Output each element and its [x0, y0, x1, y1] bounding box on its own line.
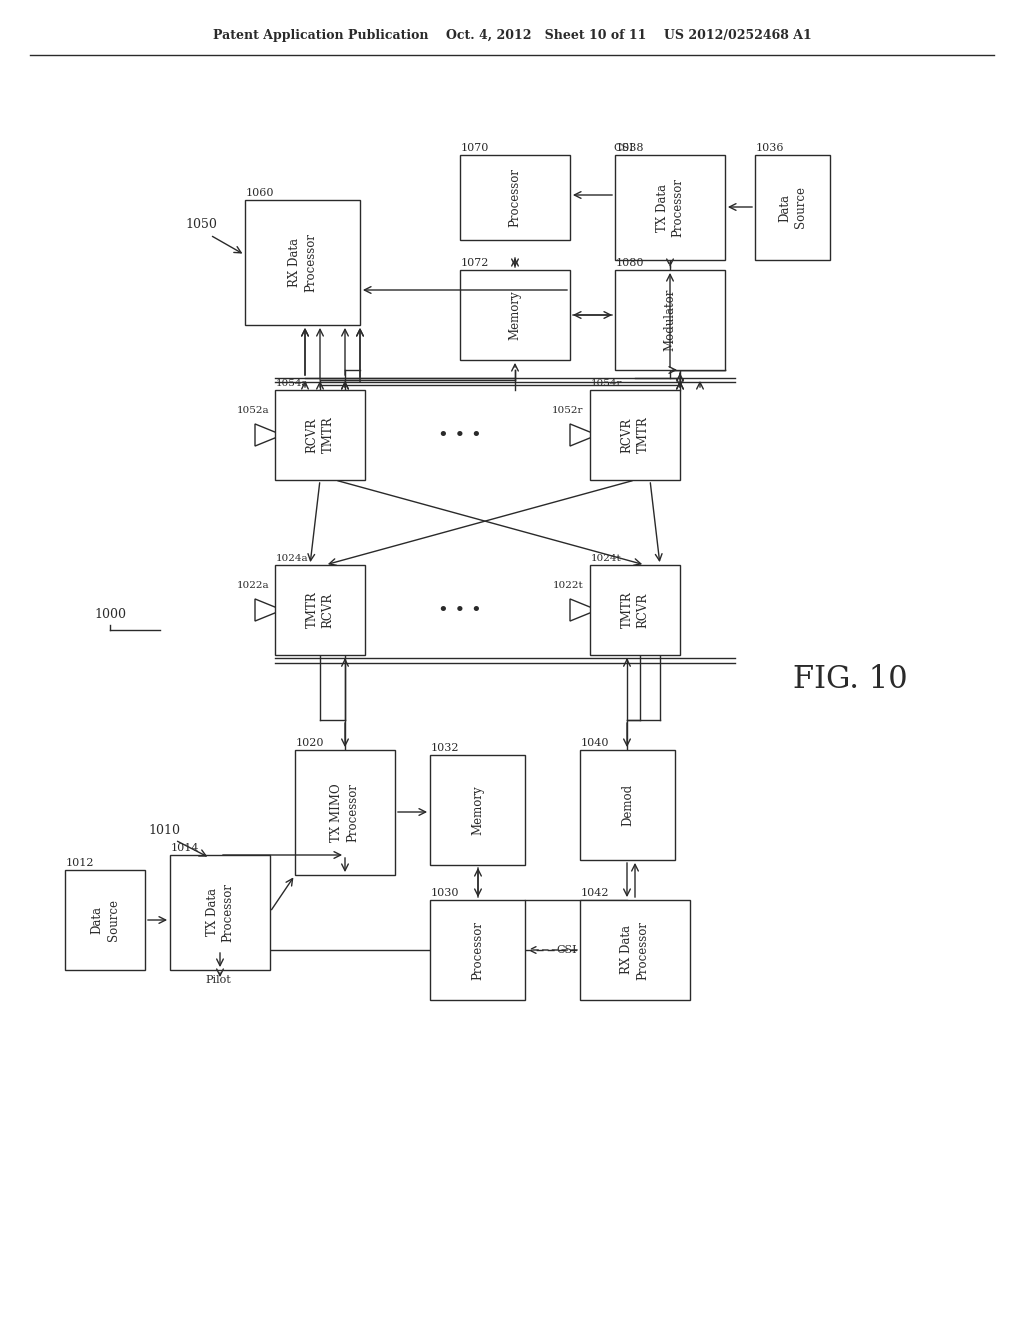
Text: 1020: 1020	[296, 738, 325, 748]
Text: Memory: Memory	[509, 290, 521, 339]
Text: Patent Application Publication    Oct. 4, 2012   Sheet 10 of 11    US 2012/02524: Patent Application Publication Oct. 4, 2…	[213, 29, 811, 41]
Text: • • •: • • •	[438, 601, 482, 619]
Text: TX Data
Processor: TX Data Processor	[206, 883, 234, 942]
Text: 1030: 1030	[431, 888, 460, 898]
Text: Processor: Processor	[471, 920, 484, 979]
Polygon shape	[255, 424, 283, 446]
Bar	[295, 750, 395, 875]
Text: Demod: Demod	[621, 784, 634, 826]
Text: CSI: CSI	[556, 945, 577, 954]
Text: 1000: 1000	[94, 609, 126, 622]
Text: TMTR
RCVR: TMTR RCVR	[305, 591, 335, 628]
Text: 1040: 1040	[581, 738, 609, 748]
Bar	[460, 271, 570, 360]
Text: • • •: • • •	[438, 426, 482, 444]
Text: 1038: 1038	[616, 143, 644, 153]
Text: RCVR
TMTR: RCVR TMTR	[621, 417, 649, 453]
Polygon shape	[570, 599, 597, 620]
Text: 1052r: 1052r	[552, 407, 584, 414]
Text: Memory: Memory	[471, 785, 484, 834]
Bar	[275, 565, 365, 655]
Text: RCVR
TMTR: RCVR TMTR	[305, 417, 335, 453]
Text: 1050: 1050	[185, 219, 217, 231]
Text: 1054a: 1054a	[276, 379, 308, 388]
Bar	[755, 154, 830, 260]
Bar	[460, 154, 570, 240]
Text: 1014: 1014	[171, 843, 200, 853]
Bar	[590, 565, 680, 655]
Text: 1054r: 1054r	[591, 379, 623, 388]
Text: Processor: Processor	[509, 168, 521, 227]
Bar	[430, 755, 525, 865]
Text: Pilot: Pilot	[205, 975, 230, 985]
Text: 1024t: 1024t	[591, 554, 622, 564]
Bar	[590, 389, 680, 480]
Polygon shape	[570, 424, 597, 446]
Text: 1010: 1010	[148, 824, 180, 837]
Text: 1012: 1012	[66, 858, 94, 869]
Text: TX Data
Processor: TX Data Processor	[655, 178, 684, 238]
Bar	[170, 855, 270, 970]
Text: 1052a: 1052a	[237, 407, 269, 414]
Text: 1080: 1080	[616, 257, 644, 268]
Text: 1072: 1072	[461, 257, 489, 268]
Text: Modulator: Modulator	[664, 289, 677, 351]
Text: 1042: 1042	[581, 888, 609, 898]
Text: RX Data
Processor: RX Data Processor	[288, 234, 317, 292]
Text: 1070: 1070	[461, 143, 489, 153]
Text: TX MIMO
Processor: TX MIMO Processor	[331, 783, 359, 842]
Bar	[580, 750, 675, 861]
Bar	[580, 900, 690, 1001]
Text: TMTR
RCVR: TMTR RCVR	[621, 591, 649, 628]
Bar	[430, 900, 525, 1001]
Text: Data
Source: Data Source	[778, 186, 807, 228]
Text: FIG. 10: FIG. 10	[793, 664, 907, 696]
Text: RX Data
Processor: RX Data Processor	[621, 920, 649, 979]
Text: CSI: CSI	[613, 143, 634, 153]
Text: Data
Source: Data Source	[90, 899, 120, 941]
Text: 1032: 1032	[431, 743, 460, 752]
Text: 1036: 1036	[756, 143, 784, 153]
Bar	[275, 389, 365, 480]
Bar	[65, 870, 145, 970]
Text: 1024a: 1024a	[276, 554, 308, 564]
Bar	[245, 201, 360, 325]
Text: 1022t: 1022t	[553, 581, 584, 590]
Bar	[615, 154, 725, 260]
Text: 1022a: 1022a	[237, 581, 269, 590]
Bar	[615, 271, 725, 370]
Text: 1060: 1060	[246, 187, 274, 198]
Polygon shape	[255, 599, 283, 620]
